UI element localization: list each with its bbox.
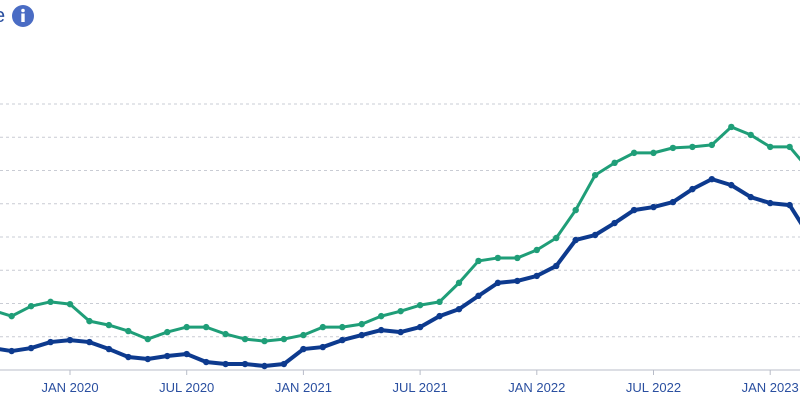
point [222, 330, 229, 338]
point [241, 360, 249, 368]
point [358, 331, 365, 339]
point [222, 360, 229, 368]
point [47, 298, 54, 306]
point [767, 143, 774, 151]
point [144, 335, 151, 343]
point [514, 254, 521, 262]
point [47, 338, 54, 346]
point [378, 326, 385, 334]
point [183, 350, 190, 358]
point [514, 277, 521, 285]
point [280, 360, 288, 368]
point [533, 246, 540, 254]
point [786, 201, 793, 209]
point [261, 337, 268, 345]
chart-title: e [0, 5, 5, 27]
point [630, 149, 638, 157]
point [378, 312, 385, 320]
point [319, 323, 327, 331]
point [553, 262, 560, 270]
point [533, 272, 540, 280]
point [475, 257, 482, 265]
point [202, 358, 210, 366]
point [669, 144, 677, 152]
point [339, 336, 346, 344]
point [27, 302, 35, 310]
point [572, 206, 579, 214]
point [416, 323, 424, 331]
x-tick-label: JUL 2022 [626, 380, 681, 395]
point [455, 279, 463, 287]
point [202, 323, 210, 331]
point [591, 231, 599, 239]
point [164, 328, 171, 336]
point [183, 323, 190, 331]
point [8, 312, 15, 320]
point [280, 335, 288, 343]
x-tick-label: JUL 2020 [159, 380, 214, 395]
point [455, 305, 463, 313]
point [8, 347, 15, 355]
line-series [0, 177, 800, 369]
point [300, 331, 307, 339]
point [572, 236, 579, 244]
point [125, 327, 132, 335]
point [436, 312, 443, 320]
point [105, 345, 113, 353]
point [144, 355, 151, 363]
point [261, 362, 268, 370]
point [708, 141, 716, 149]
point [494, 279, 502, 287]
point [397, 307, 404, 315]
point [689, 185, 696, 193]
point [241, 335, 249, 343]
point [86, 338, 93, 346]
point [436, 298, 443, 306]
point [669, 198, 677, 206]
x-tick-label: JUL 2021 [393, 380, 448, 395]
x-tick-label: JAN 2020 [41, 380, 98, 395]
point [27, 344, 35, 352]
point [319, 343, 327, 351]
point [358, 320, 365, 328]
point [747, 193, 754, 201]
point [630, 206, 638, 214]
point [747, 131, 754, 139]
point [728, 181, 735, 189]
point [611, 219, 618, 227]
point [689, 143, 696, 151]
point [416, 301, 424, 309]
point [66, 336, 74, 344]
point [767, 199, 774, 207]
point [650, 203, 657, 211]
x-tick-label: JAN 2021 [275, 380, 332, 395]
info-icon[interactable] [12, 5, 34, 27]
x-tick-label: JAN 2022 [508, 380, 565, 395]
point [728, 123, 735, 131]
point [397, 328, 404, 336]
point [66, 300, 74, 308]
point [86, 317, 93, 325]
point [300, 345, 307, 353]
point [494, 254, 502, 262]
point [475, 292, 482, 300]
point [708, 175, 716, 183]
point [786, 143, 793, 151]
point [164, 352, 171, 360]
point [650, 149, 657, 157]
point [591, 171, 599, 179]
point [125, 353, 132, 361]
point [339, 323, 346, 331]
x-tick-label: JAN 2023 [742, 380, 799, 395]
point [105, 321, 113, 329]
point [611, 159, 618, 167]
point [553, 234, 560, 242]
